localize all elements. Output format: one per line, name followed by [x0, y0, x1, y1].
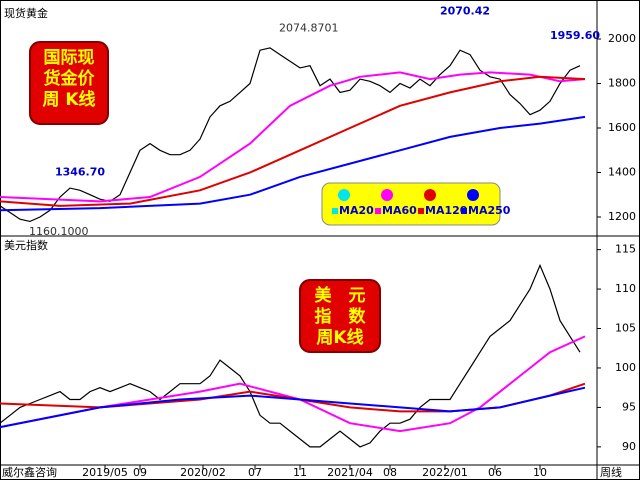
x-tick-label: 2021/04 — [327, 466, 373, 479]
x-tick-label: 08 — [383, 466, 397, 479]
x-tick-label: 2022/01 — [422, 466, 468, 479]
series-line — [0, 115, 586, 212]
label-box-text: 国际现 — [44, 48, 95, 68]
legend-label: MA20 — [339, 204, 374, 217]
series-line — [0, 75, 586, 207]
period: 周线 — [600, 465, 622, 479]
y-tick-label: 1200 — [608, 210, 636, 223]
label-box — [29, 41, 109, 125]
series-line — [0, 263, 581, 448]
series-line — [0, 71, 586, 203]
label-box-text: 货金价 — [44, 68, 96, 89]
annotation: 2074.8701 — [279, 21, 339, 34]
annotation: 1959.60 — [550, 29, 600, 42]
x-tick-label: 06 — [488, 466, 502, 479]
y-tick-label: 90 — [622, 440, 636, 453]
label-box — [299, 279, 381, 353]
y-tick-label: 100 — [615, 361, 636, 374]
legend-swatch — [424, 189, 436, 201]
y-tick-label: 1800 — [608, 77, 636, 90]
label-box-text: 美 元 — [315, 285, 366, 306]
annotation: 1160.1000 — [29, 225, 89, 238]
label-box-text: 周K线 — [316, 327, 363, 348]
panel-title: 现货黄金 — [4, 6, 48, 20]
y-tick-label: 1600 — [608, 121, 636, 134]
annotation: 1346.70 — [55, 165, 105, 178]
x-tick-label: 2020/02 — [180, 466, 226, 479]
legend-key — [375, 208, 381, 214]
x-tick-label: 10 — [533, 466, 547, 479]
legend-key — [461, 208, 467, 214]
series-line — [0, 335, 586, 433]
series-line — [0, 386, 586, 429]
y-tick-label: 2000 — [608, 32, 636, 45]
y-tick-label: 1400 — [608, 165, 636, 178]
legend-label: MA60 — [382, 204, 417, 217]
legend-label: MA120 — [425, 204, 468, 217]
legend-key — [418, 208, 424, 214]
x-tick-label: 09 — [133, 466, 147, 479]
y-tick-label: 95 — [622, 400, 636, 413]
label-box-text: 指 数 — [315, 306, 367, 327]
y-tick-label: 105 — [615, 322, 636, 335]
label-box-text: 周 K线 — [42, 89, 95, 110]
y-tick-label: 110 — [615, 282, 636, 295]
x-tick-label: 2019/05 — [82, 466, 128, 479]
legend-key — [332, 208, 338, 214]
y-tick-label: 115 — [615, 243, 636, 256]
panel-title: 美元指数 — [4, 238, 48, 252]
legend-swatch — [381, 189, 393, 201]
x-tick-label: 11 — [293, 466, 307, 479]
source: 威尔鑫咨询 — [2, 465, 57, 479]
legend-swatch — [338, 189, 350, 201]
legend-box — [321, 182, 501, 226]
x-tick-label: 07 — [248, 466, 262, 479]
annotation: 2070.42 — [440, 4, 490, 17]
legend-label: MA250 — [468, 204, 511, 217]
legend-swatch — [467, 189, 479, 201]
